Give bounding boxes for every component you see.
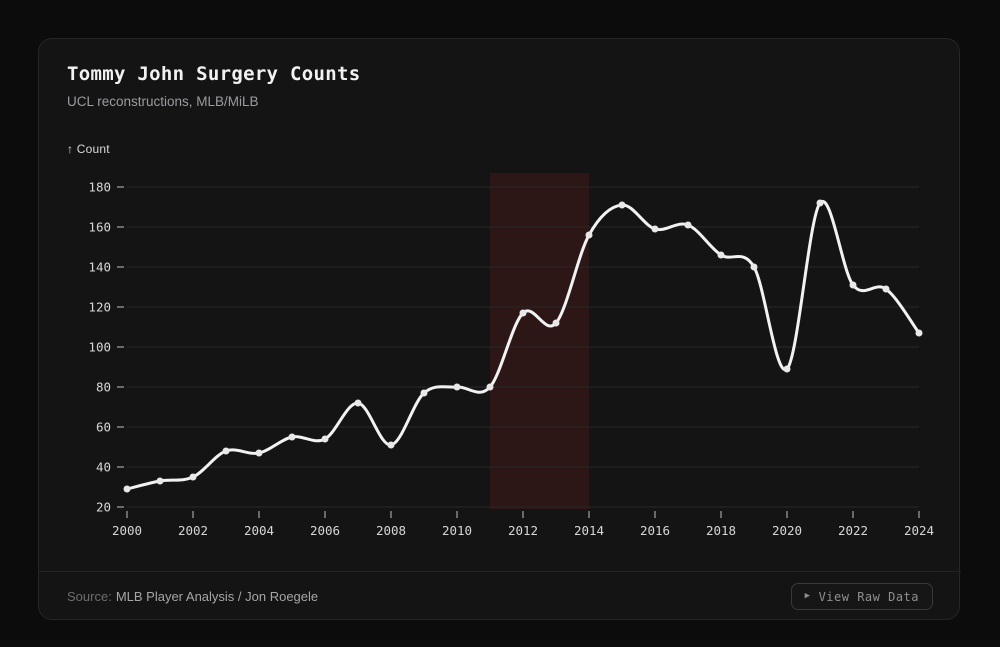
data-point-2013 <box>552 319 560 327</box>
data-point-2011 <box>486 383 494 391</box>
data-point-2021 <box>816 199 824 207</box>
source-value-label: MLB Player Analysis / Jon Roegele <box>115 589 319 604</box>
source-text: Source: MLB Player Analysis / Jon Roegele <box>67 589 318 604</box>
x-tick-label: 2010 <box>442 523 472 538</box>
x-tick-label: 2016 <box>640 523 670 538</box>
data-point-2003 <box>222 447 230 455</box>
y-tick-label: 20 <box>96 500 111 515</box>
data-point-2017 <box>684 221 692 229</box>
y-tick-label: 100 <box>88 340 111 355</box>
y-tick-label: 80 <box>96 380 111 395</box>
y-tick-label: 60 <box>96 420 111 435</box>
x-tick-label: 2004 <box>244 523 274 538</box>
x-tick-label: 2008 <box>376 523 406 538</box>
data-point-2007 <box>354 399 362 407</box>
y-axis-title: ↑ Count <box>67 142 110 156</box>
data-point-2006 <box>321 435 329 443</box>
view-raw-data-label: View Raw Data <box>818 589 919 604</box>
page-title: Tommy John Surgery Counts <box>67 63 361 85</box>
y-tick-label: 180 <box>88 180 111 195</box>
x-tick-label: 2018 <box>706 523 736 538</box>
data-point-2015 <box>618 201 626 209</box>
data-point-2020 <box>783 365 791 373</box>
line-chart: 20 40 60 80 100 120 140 160 180 2000 2002 2004 2006 2… <box>39 39 961 571</box>
y-tick-label: 40 <box>96 460 111 475</box>
data-point-2005 <box>288 433 296 441</box>
data-point-2002 <box>189 473 197 481</box>
x-tick-label: 2020 <box>772 523 802 538</box>
data-point-2010 <box>453 383 461 391</box>
x-tick-label: 2022 <box>838 523 868 538</box>
data-point-2018 <box>717 251 725 259</box>
y-tick-label: 140 <box>88 260 111 275</box>
data-point-2014 <box>585 231 593 239</box>
x-tick-label: 2006 <box>310 523 340 538</box>
data-point-2004 <box>255 449 263 457</box>
chart-subtitle: UCL reconstructions, MLB/MiLB <box>67 94 259 109</box>
data-point-2019 <box>750 263 758 271</box>
y-tick-label: 120 <box>88 300 111 315</box>
data-point-2022 <box>849 281 857 289</box>
chart-canvas: 20 40 60 80 100 120 140 160 180 2000 2002 2004 2006 2… <box>88 173 934 538</box>
x-tick-label: 2002 <box>178 523 208 538</box>
data-point-2016 <box>651 225 659 233</box>
source-prefix-label: Source: <box>67 589 112 604</box>
data-point-2001 <box>156 477 164 485</box>
play-icon: ▶ <box>804 591 811 601</box>
x-tick-label: 2024 <box>904 523 934 538</box>
data-point-2008 <box>387 441 395 449</box>
data-point-2000 <box>123 485 131 493</box>
x-tick-label: 2014 <box>574 523 604 538</box>
x-tick-label: 2012 <box>508 523 538 538</box>
view-raw-data-button[interactable]: ▶ View Raw Data <box>790 583 933 610</box>
highlight-band <box>490 173 589 509</box>
card-footer: Source: MLB Player Analysis / Jon Roegele… <box>39 571 961 621</box>
data-point-2009 <box>420 389 428 397</box>
data-point-2024 <box>915 329 923 337</box>
x-tick-label: 2000 <box>112 523 142 538</box>
data-line <box>125 199 921 491</box>
y-tick-label: 160 <box>88 220 111 235</box>
data-point-2023 <box>882 285 890 293</box>
data-point-2012 <box>519 309 527 317</box>
chart-card: Tommy John Surgery Counts UCL reconstruc… <box>38 38 961 621</box>
